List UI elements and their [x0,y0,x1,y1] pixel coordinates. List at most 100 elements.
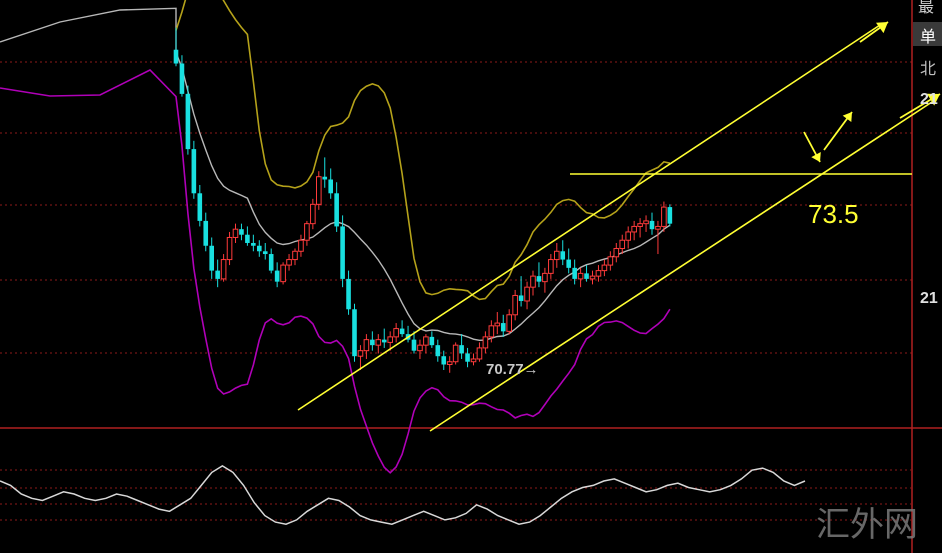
candle-body-down [334,193,339,227]
pullback-arrow-head [811,152,821,162]
upper-channel-arrow-head [876,22,888,34]
candle-body-down [566,259,571,268]
candle-body-up [280,264,286,283]
candle-body-up [357,350,364,357]
candle-body-down [179,63,185,94]
oscillator-panel [0,465,806,525]
candle-body-down [191,149,197,194]
candle-body-down [536,276,542,282]
candle-body-down [370,339,375,346]
candle-body-up [304,223,310,241]
candle-body-down [399,328,405,335]
candle-body-up [577,272,584,280]
candle-body-up [524,286,530,302]
candle-body-down [203,220,209,246]
candle-body-down [381,339,387,343]
candle-body-up [542,272,548,283]
lower-band-line [0,69,671,474]
moving-average-line [0,7,671,342]
rebound-arrow-head [842,112,852,122]
indicator-lines [0,0,671,474]
candle-body-up [506,314,512,332]
candle-body-up [589,275,596,280]
trend-drawings [297,21,941,432]
candle-body-up [482,336,489,349]
candle-body-up [286,259,292,266]
candle-body-down [274,270,280,282]
candle-body-down [215,270,220,279]
candle-body-up [613,248,620,258]
candle-body-down [560,251,566,260]
candle-body-up [417,344,423,352]
candle-body-up [310,203,316,225]
candle-body-down [185,93,191,150]
candle-body-down [322,176,328,180]
candle-body-down [411,339,417,351]
candle-body-up [643,220,649,225]
candle-body-up [595,270,602,277]
oscillator-line [0,465,806,525]
candle-body-down [245,234,250,243]
y-tick-label-upper: 21 [920,91,938,108]
panel-text-2[interactable]: 单 [920,28,936,46]
candle-body-down [328,179,333,194]
watermark: 汇外网 [816,505,918,545]
upper-band-line [175,0,671,301]
candle-body-up [607,256,614,266]
candle-body-down [584,273,589,279]
candle-body-up [393,328,399,338]
upper-channel-line [297,24,881,411]
candle-body-up [655,225,661,230]
target-price-annotation: 73.5 [808,199,859,229]
candle-body-up [637,223,643,227]
candle-body-down [197,193,203,221]
candle-body-down [459,345,464,354]
candle-body-up [220,259,227,280]
candle-body-down [239,229,244,235]
candle-body-down [209,245,214,271]
labels: 70.77→ 73.5 21 21 最 单 北 汇外网 [486,0,938,545]
candle-body-up [292,250,298,261]
candle-body-up [375,339,382,346]
candle-body-up [619,239,626,250]
low-price-annotation: 70.77→ [486,361,539,378]
candle-body-up [452,344,459,363]
candle-body-up [488,325,495,338]
candle-body-up [470,358,477,363]
candle-body-down [572,267,577,279]
candle-body-down [257,245,262,252]
candle-body-down [346,278,351,310]
candle-body-up [554,250,560,261]
candle-body-up [387,336,393,343]
candles [173,27,673,373]
candle-body-up [363,339,370,352]
candle-body-up [601,264,608,272]
candle-body-up [446,361,453,365]
candle-body-down [340,226,345,279]
candle-body-down [667,207,673,224]
candle-body-down [251,242,256,246]
candle-body-down [518,295,524,301]
lower-channel-line [429,99,936,432]
candle-body-down [435,345,441,357]
candle-body-down [352,309,357,357]
panel-text-1: 最 [918,0,934,16]
y-tick-label-lower: 21 [920,290,938,307]
candle-body-down [262,251,268,255]
candle-body-up [530,275,536,288]
lower-channel-arrow-head [927,93,940,106]
candle-body-up [298,239,304,252]
candle-body-up [232,228,239,238]
candle-body-up [661,206,667,227]
candle-body-up [631,225,637,233]
candle-body-down [268,254,274,271]
candle-body-up [423,336,429,346]
candle-body-up [494,322,501,327]
candle-body-up [476,347,483,360]
candle-body-up [548,259,554,274]
candle-body-down [649,220,655,230]
candle-body-down [429,336,435,346]
